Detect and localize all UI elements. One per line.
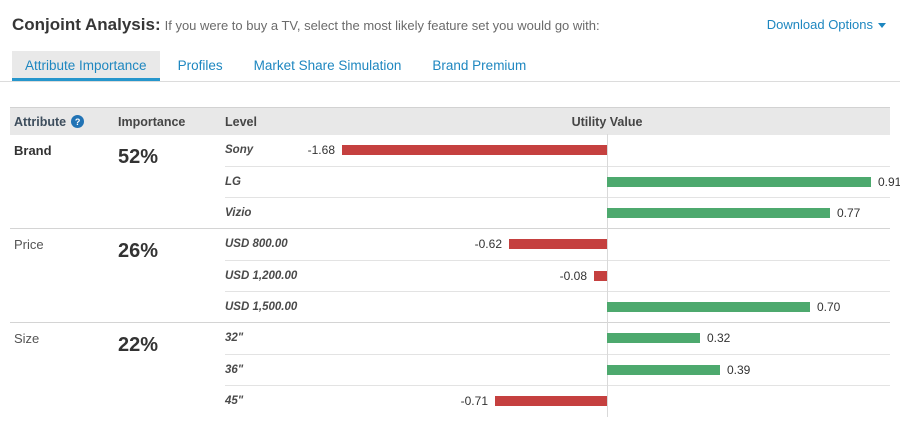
column-header-attribute: Attribute ? [10,115,118,129]
attribute-group-brand: Brand 52% Sony -1.68 LG 0.91 Vizio 0.77 [10,134,900,229]
group-left-cells: Size 22% [10,323,225,416]
group-left-cells: Brand 52% [10,135,225,228]
level-row-sony: Sony -1.68 [225,134,890,167]
utility-bar-chart-cell: -0.71 [307,385,890,417]
tab-bar: Attribute Importance Profiles Market Share… [0,51,900,82]
tab-profiles[interactable]: Profiles [177,58,223,73]
utility-bar [594,271,607,281]
utility-bar-chart-cell: 0.70 [307,291,890,323]
title-block: Conjoint Analysis: If you were to buy a T… [12,15,600,35]
download-options-button[interactable]: Download Options [767,15,886,32]
utility-value-label: 0.39 [727,363,751,377]
attribute-name: Size [14,331,40,346]
table-body: Brand 52% Sony -1.68 LG 0.91 Vizio 0.77 Price 26%… [10,134,900,417]
level-row-vizio: Vizio 0.77 [225,197,890,229]
utility-bar-chart-cell: 0.91 [307,166,900,198]
level-row-usd-1-200-00: USD 1,200.00 -0.08 [225,260,890,292]
tab-brand-premium[interactable]: Brand Premium [432,58,527,73]
importance-value: 22% [118,334,159,356]
utility-bar [607,302,810,312]
column-header-importance: Importance [118,114,186,129]
level-label: USD 800.00 [225,238,288,250]
page-subtitle: If you were to buy a TV, select the most… [164,18,600,33]
utility-bar [607,365,720,375]
utility-bar-chart-cell: 0.77 [307,197,890,229]
utility-bar [607,208,830,218]
utility-value-label: 0.70 [817,300,841,314]
zero-axis-line [607,134,608,167]
level-row-45: 45" -0.71 [225,385,890,417]
utility-bar-chart-cell: 0.39 [307,354,890,386]
utility-bar [495,396,607,406]
utility-bar [607,177,871,187]
tab-attribute-importance[interactable]: Attribute Importance [12,51,160,81]
table-header-row: Attribute ? Importance Level Utility Val… [10,107,890,135]
level-label: 45" [225,395,244,407]
utility-value-label: -0.62 [474,237,502,251]
utility-value-label: 0.77 [837,206,861,220]
attribute-header-label: Attribute [14,114,67,129]
level-row-lg: LG 0.91 [225,166,900,198]
level-label: USD 1,200.00 [225,270,298,282]
attribute-group-size: Size 22% 32" 0.32 36" 0.39 45" -0.71 [10,322,890,417]
level-label: 32" [225,332,244,344]
zero-axis-line [607,228,608,261]
level-rows: USD 800.00 -0.62 USD 1,200.00 -0.08 USD 1,50… [225,228,890,323]
utility-bar-chart-cell: -0.08 [307,260,890,292]
attribute-group-price: Price 26% USD 800.00 -0.62 USD 1,200.00 -0.08… [10,228,890,323]
utility-header-label: Utility Value [571,114,643,129]
utility-bar-chart-cell: -0.62 [307,228,890,261]
group-left-cells: Price 26% [10,229,225,322]
level-label: Vizio [225,207,252,219]
zero-axis-line [607,260,608,292]
utility-value-label: -0.71 [460,394,488,408]
level-row-usd-1-500-00: USD 1,500.00 0.70 [225,291,890,323]
level-rows: Sony -1.68 LG 0.91 Vizio 0.77 [225,134,900,229]
attribute-name: Brand [14,143,52,158]
utility-value-label: -1.68 [307,143,335,157]
help-icon[interactable]: ? [71,115,85,128]
page-header: Conjoint Analysis: If you were to buy a T… [0,0,900,35]
utility-bar-chart-cell: 0.32 [307,322,890,355]
importance-value: 52% [118,146,159,168]
attribute-name: Price [14,237,44,252]
utility-value-label: 0.32 [707,331,731,345]
tab-market-share-simulation[interactable]: Market Share Simulation [253,58,402,73]
chevron-down-icon [878,23,886,29]
utility-value-label: 0.91 [878,175,900,189]
page-title: Conjoint Analysis: [12,15,161,34]
level-label: 36" [225,364,244,376]
download-options-label: Download Options [766,17,873,32]
utility-bar [607,333,700,343]
importance-value: 26% [118,240,159,262]
level-label: USD 1,500.00 [225,301,298,313]
level-row-usd-800-00: USD 800.00 -0.62 [225,228,890,261]
column-header-utility-value: Utility Value [307,108,890,136]
utility-bar [342,145,607,155]
level-row-36: 36" 0.39 [225,354,890,386]
level-rows: 32" 0.32 36" 0.39 45" -0.71 [225,322,890,417]
level-row-32: 32" 0.32 [225,322,890,355]
level-label: Sony [225,144,254,156]
utility-bar-chart-cell: -1.68 [307,134,890,167]
level-label: LG [225,176,241,188]
utility-bar [509,239,607,249]
zero-axis-line [607,385,608,417]
column-header-level: Level [225,114,257,129]
utility-value-label: -0.08 [559,269,587,283]
